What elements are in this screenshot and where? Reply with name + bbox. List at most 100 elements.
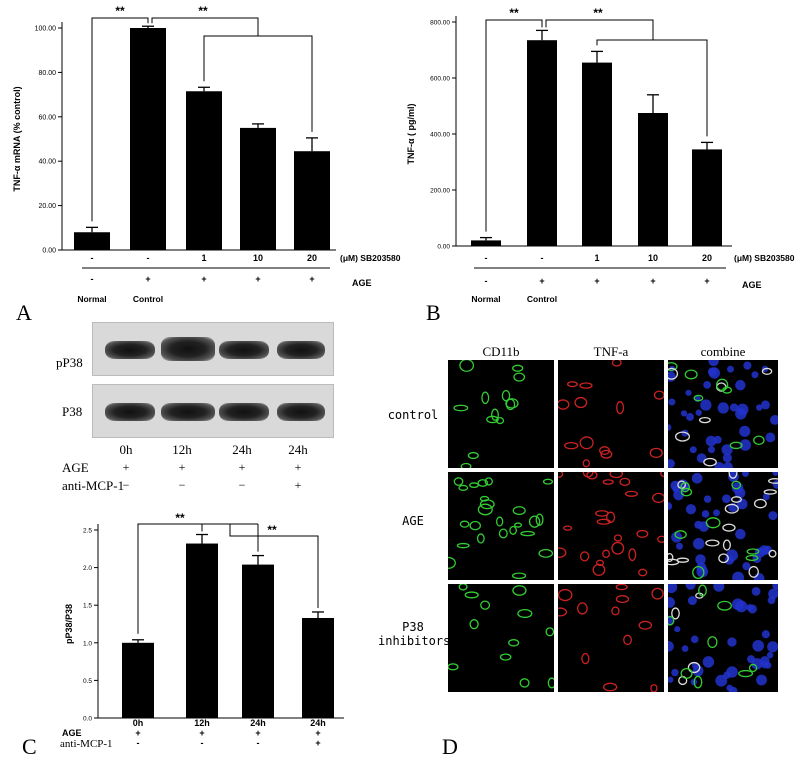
blot-lane-label: 0h (119, 442, 133, 457)
bar (471, 240, 501, 246)
group-label: Control (527, 294, 557, 304)
age-label: AGE (352, 278, 372, 288)
age-value: + (650, 276, 655, 286)
sb-label: (μM) SB203580 (734, 253, 795, 263)
y-tick-label: 1.0 (83, 640, 92, 647)
bar (527, 40, 557, 247)
micrograph-combine (668, 360, 778, 468)
sb-value: 20 (702, 253, 712, 263)
blot-age-sign: + (122, 460, 130, 474)
blot-age-sign: + (178, 460, 186, 474)
blot-lane-label: 24h (232, 442, 252, 457)
sig-label: ** (593, 6, 603, 20)
micrograph-cd11b (448, 584, 554, 692)
mcp-value: - (257, 738, 260, 748)
y-tick-label: 60.00 (38, 114, 56, 121)
micrograph-combine (668, 584, 778, 692)
y-tick-label: 0.00 (42, 248, 56, 255)
blot-mcp-sign: − (122, 478, 130, 492)
age-value: + (539, 276, 544, 286)
bar (242, 564, 274, 718)
micrograph-tnfa (558, 584, 664, 692)
sb-value: 10 (253, 253, 263, 263)
bar (122, 642, 154, 718)
y-tick-label: 100.00 (35, 26, 57, 33)
micro-row-age: AGE (402, 514, 424, 528)
y-tick-label: 400.00 (430, 132, 450, 139)
sig-label: ** (267, 523, 277, 537)
micrograph-tnfa (558, 472, 664, 580)
micro-row-control: control (387, 408, 439, 422)
age-value: + (255, 728, 260, 738)
age-value: + (201, 274, 206, 284)
sig-bracket (137, 523, 258, 634)
bar (582, 62, 612, 246)
x-tick-label: 24h (250, 718, 266, 728)
y-tick-label: 0.5 (83, 678, 92, 685)
sig-bracket (545, 19, 654, 40)
y-tick-label: 40.00 (38, 159, 56, 166)
chart-c-pp38-ratio: 0.0 0.5 1.0 1.5 2.0 2.5 pP38/P38 ** ** 0h 12h 24h 24… (60, 511, 344, 750)
bar (240, 127, 276, 250)
bar (74, 232, 110, 250)
micro-col-combine: combine (700, 344, 746, 359)
blot-mcp-sign: + (294, 478, 302, 492)
sig-bracket (203, 35, 313, 132)
western-blot (92, 322, 334, 440)
blot-age-sign: + (294, 460, 302, 474)
y-tick-label: 80.00 (38, 70, 56, 77)
panel-letter-d: D (442, 734, 458, 759)
y-axis-label: pP38/P38 (64, 604, 74, 644)
age-value: + (594, 276, 599, 286)
sig-bracket (151, 17, 259, 36)
y-axis-label: TNF-α ( pg/ml) (406, 103, 416, 164)
age-label: AGE (742, 280, 762, 290)
mcp-value: + (315, 738, 320, 748)
x-tick-label: 12h (194, 718, 210, 728)
blot-label-p38: P38 (62, 404, 83, 419)
x-tick-label: 0h (133, 718, 144, 728)
panel-letter-b: B (426, 300, 441, 325)
age-value: - (91, 274, 94, 284)
mcp-label: anti-MCP-1 (60, 738, 113, 750)
group-label: Normal (77, 294, 106, 304)
group-label: Control (133, 294, 163, 304)
blot-lane-label: 24h (288, 442, 308, 457)
bar (186, 543, 218, 718)
chart-a-tnf-mrna: 0.00 20.00 40.00 60.00 80.00 100.00 TNF-α mRNA… (12, 4, 401, 304)
sb-value: - (147, 253, 150, 263)
sig-label: ** (115, 4, 125, 18)
blot-age-sign: + (238, 460, 246, 474)
micrograph-cd11b (448, 360, 554, 468)
blot-row-pp38 (92, 322, 334, 376)
chart-b-tnf-protein: 0.00 200.00 400.00 600.00 800.00 TNF-α ( pg/m… (406, 6, 795, 304)
y-tick-label: 2.0 (83, 565, 92, 572)
blot-row-p38 (92, 384, 334, 438)
age-value: + (704, 276, 709, 286)
sig-bracket (229, 524, 319, 608)
sig-label: ** (509, 6, 519, 20)
blot-mcp-sign: − (238, 478, 246, 492)
sb-value: 10 (648, 253, 658, 263)
sb-label: (μM) SB203580 (340, 253, 401, 263)
sb-value: 20 (307, 253, 317, 263)
y-tick-label: 2.5 (83, 528, 92, 535)
sb-value: 1 (594, 253, 599, 263)
age-value: + (315, 728, 320, 738)
age-value: + (199, 728, 204, 738)
group-label: Normal (471, 294, 500, 304)
bar (294, 151, 330, 250)
age-value: + (135, 728, 140, 738)
micrograph-combine (668, 472, 778, 580)
y-tick-label: 0.00 (437, 244, 450, 251)
micro-row-p38-inhibitors: P38 inhibitors (378, 620, 451, 648)
y-tick-label: 0.0 (83, 716, 92, 723)
blot-label-pp38: pP38 (56, 355, 83, 370)
age-value: + (145, 274, 150, 284)
sb-value: 1 (201, 253, 206, 263)
y-axis-label: TNF-α mRNA (% control) (12, 86, 22, 191)
age-value: - (485, 276, 488, 286)
blot-lane-label: 12h (172, 442, 192, 457)
bar (186, 91, 222, 251)
y-tick-label: 20.00 (38, 203, 56, 210)
